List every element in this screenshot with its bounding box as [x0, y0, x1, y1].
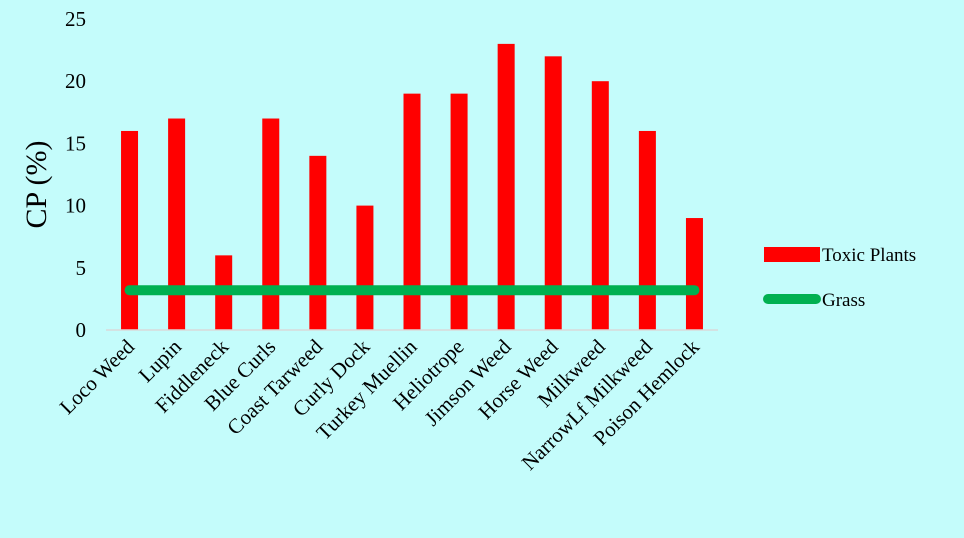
y-tick-label: 10	[65, 194, 86, 218]
bar	[544, 56, 562, 330]
bar	[356, 205, 374, 330]
bar	[685, 218, 703, 330]
legend-label-toxic-plants: Toxic Plants	[822, 245, 916, 266]
bar	[121, 130, 139, 330]
legend: Toxic Plants Grass	[763, 245, 916, 311]
y-tick-label: 20	[65, 69, 86, 93]
y-tick-label: 25	[65, 7, 86, 31]
bar	[638, 130, 656, 330]
bar	[262, 118, 280, 331]
bar	[168, 118, 186, 331]
bar	[403, 93, 421, 330]
bar-series	[121, 43, 703, 331]
bar	[450, 93, 468, 330]
y-axis-ticks: 0 5 10 15 20 25	[65, 7, 86, 342]
y-tick-label: 15	[65, 131, 86, 155]
y-tick-label: 5	[76, 256, 87, 280]
legend-label-grass: Grass	[822, 290, 865, 311]
bar	[591, 81, 609, 330]
bar	[497, 43, 515, 330]
bar	[309, 155, 327, 330]
legend-swatch-toxic-plants	[764, 247, 820, 262]
y-tick-label: 0	[76, 318, 87, 342]
y-axis-title: CP (%)	[20, 140, 53, 228]
x-category-label: Loco Weed	[55, 334, 140, 419]
y-axis-label-group: CP (%)	[20, 140, 53, 228]
